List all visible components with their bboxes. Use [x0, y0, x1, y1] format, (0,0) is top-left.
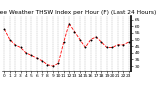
Title: Milwaukee Weather THSW Index per Hour (F) (Last 24 Hours): Milwaukee Weather THSW Index per Hour (F… — [0, 10, 157, 15]
